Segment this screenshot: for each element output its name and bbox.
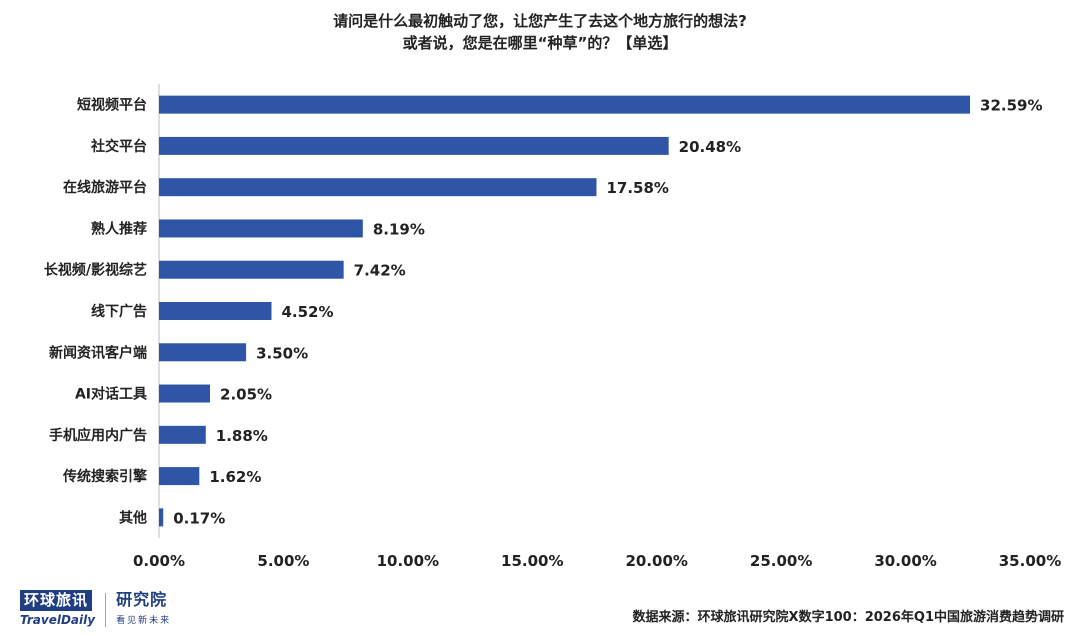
value-label: 0.17% [173,509,225,527]
category-label: 短视频平台 [77,97,147,114]
category-label: 熟人推荐 [91,220,147,237]
category-label: 线下广告 [91,303,147,320]
x-tick-label: 15.00% [501,552,563,570]
x-tick-label: 35.00% [999,552,1061,570]
bar [159,260,344,279]
value-label: 2.05% [220,386,272,404]
value-label: 8.19% [373,220,425,238]
value-label: 17.58% [606,179,668,197]
logo-divider [105,593,107,627]
category-label: 新闻资讯客户端 [49,344,147,361]
category-label: AI对话工具 [75,386,147,403]
x-tick-label: 25.00% [750,552,812,570]
value-label: 32.59% [980,97,1042,115]
logo-institute: 研究院 [116,590,168,609]
category-label: 其他 [119,509,147,526]
value-label: 3.50% [256,344,308,362]
category-label: 社交平台 [90,138,147,155]
category-label: 传统搜索引擎 [62,468,147,485]
data-source: 数据来源：环球旅讯研究院X数字100：2026年Q1中国旅游消费趋势调研 [632,610,1064,625]
value-label: 7.42% [354,262,406,280]
bar [159,384,211,403]
bar [159,425,206,444]
bar [159,302,272,320]
title-line-2: 或者说，您是在哪里“种草”的？【单选】 [402,34,678,52]
bar [159,95,971,114]
logo-slogan: 看见新未来 [116,616,172,626]
x-tick-label: 20.00% [625,552,687,570]
bar [159,136,669,155]
category-label: 手机应用内广告 [49,427,147,444]
value-label: 1.62% [209,468,261,486]
bar [159,467,200,486]
value-label: 20.48% [679,138,741,156]
x-tick-label: 10.00% [377,552,439,570]
title-line-1: 请问是什么最初触动了您，让您产生了去这个地方旅行的想法? [333,12,747,30]
x-tick-label: 30.00% [874,552,936,570]
bar [159,508,164,527]
value-label: 4.52% [281,303,333,321]
bar [159,219,363,238]
value-label: 1.88% [216,427,268,445]
footer-logo: 环球旅讯 TravelDaily 研究院 看见新未来 [20,590,171,630]
bar-chart: 短视频平台 32.59% 社交平台 20.48% 在线旅游平台 17.58% 熟人推荐 8.1… [44,84,1061,570]
traveldaily-logo: 环球旅讯 TravelDaily [20,590,95,627]
logo-english: TravelDaily [20,613,96,627]
logo-chinese: 环球旅讯 [20,590,93,611]
chart-title: 请问是什么最初触动了您，让您产生了去这个地方旅行的想法? 或者说，您是在哪里“种… [0,10,1080,54]
bar [159,343,247,362]
category-label: 在线旅游平台 [63,179,147,196]
category-label: 长视频/影视综艺 [44,262,147,279]
institute-logo: 研究院 看见新未来 [116,590,171,626]
x-tick-label: 0.00% [133,552,185,570]
bar [159,178,597,197]
x-tick-label: 5.00% [257,552,309,570]
